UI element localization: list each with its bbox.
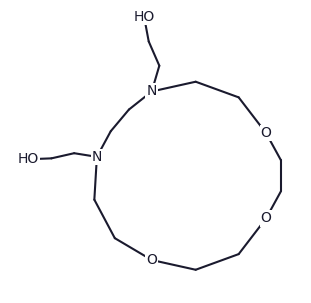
Text: N: N	[146, 85, 157, 98]
Text: O: O	[146, 253, 157, 267]
Text: HO: HO	[18, 152, 39, 166]
Text: N: N	[92, 150, 102, 164]
Text: O: O	[261, 126, 272, 140]
Text: HO: HO	[133, 10, 155, 24]
Text: O: O	[261, 211, 272, 225]
